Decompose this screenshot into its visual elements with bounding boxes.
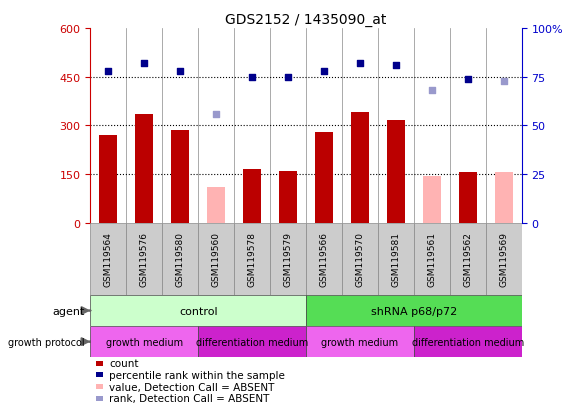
Bar [378, 223, 414, 295]
Text: GSM119576: GSM119576 [140, 232, 149, 287]
Bar [486, 223, 522, 295]
Bar [243, 170, 261, 223]
Bar [450, 223, 486, 295]
Bar [198, 223, 234, 295]
Text: GSM119581: GSM119581 [391, 232, 401, 287]
Text: differentiation medium: differentiation medium [412, 337, 524, 347]
Bar [342, 223, 378, 295]
Bar [162, 223, 198, 295]
Point [175, 68, 185, 75]
Point [104, 68, 113, 75]
Text: GSM119569: GSM119569 [499, 232, 508, 287]
Text: agent: agent [52, 306, 85, 316]
Bar [127, 223, 162, 295]
Point [427, 88, 437, 94]
Bar [306, 223, 342, 295]
Text: count: count [109, 358, 139, 368]
Text: GSM119570: GSM119570 [356, 232, 364, 287]
Text: GSM119579: GSM119579 [283, 232, 293, 287]
Text: GSM119566: GSM119566 [319, 232, 329, 287]
Bar [90, 223, 127, 295]
Bar [99, 135, 117, 223]
Bar [306, 295, 522, 326]
Point [355, 61, 365, 67]
Bar [315, 133, 333, 223]
Point [212, 111, 221, 118]
Text: GSM119560: GSM119560 [212, 232, 221, 287]
Text: GSM119562: GSM119562 [463, 232, 472, 287]
Point [499, 78, 508, 85]
Bar [306, 326, 414, 357]
Text: GSM119578: GSM119578 [248, 232, 257, 287]
Bar [234, 223, 270, 295]
Bar [270, 223, 306, 295]
Text: differentiation medium: differentiation medium [196, 337, 308, 347]
Text: growth protocol: growth protocol [8, 337, 85, 347]
Point [319, 68, 329, 75]
Bar [171, 131, 189, 223]
Text: control: control [179, 306, 217, 316]
Point [247, 74, 257, 81]
Bar [90, 326, 198, 357]
Bar [207, 188, 225, 223]
Bar [198, 326, 306, 357]
Bar [351, 113, 369, 223]
Bar [135, 115, 153, 223]
Text: growth medium: growth medium [106, 337, 183, 347]
Bar [90, 295, 306, 326]
Bar [387, 121, 405, 223]
Point [391, 62, 401, 69]
Point [463, 76, 472, 83]
Bar [279, 171, 297, 223]
Text: percentile rank within the sample: percentile rank within the sample [109, 370, 285, 380]
Point [283, 74, 293, 81]
Title: GDS2152 / 1435090_at: GDS2152 / 1435090_at [226, 12, 387, 26]
Bar [423, 176, 441, 223]
Bar [495, 173, 513, 223]
Bar [414, 326, 522, 357]
Text: rank, Detection Call = ABSENT: rank, Detection Call = ABSENT [109, 393, 269, 403]
Text: growth medium: growth medium [321, 337, 399, 347]
Text: GSM119561: GSM119561 [427, 232, 437, 287]
Text: GSM119580: GSM119580 [175, 232, 185, 287]
Point [139, 61, 149, 67]
Text: GSM119564: GSM119564 [104, 232, 113, 287]
Text: value, Detection Call = ABSENT: value, Detection Call = ABSENT [109, 382, 275, 392]
Text: shRNA p68/p72: shRNA p68/p72 [371, 306, 457, 316]
Bar [414, 223, 450, 295]
Bar [459, 173, 477, 223]
